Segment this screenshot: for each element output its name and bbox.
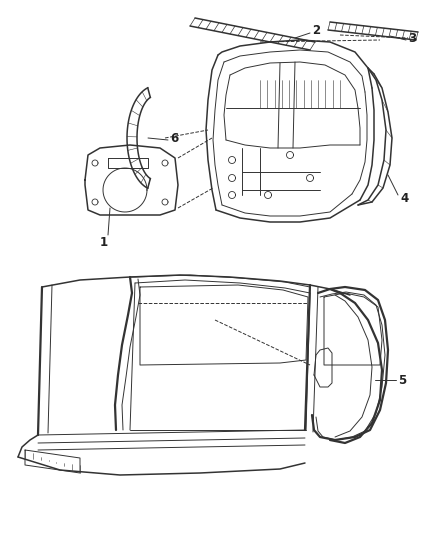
Text: 6: 6 [170, 132, 178, 144]
Text: 2: 2 [312, 23, 320, 36]
Text: 4: 4 [400, 191, 408, 205]
Text: 3: 3 [408, 31, 416, 44]
Text: 1: 1 [100, 236, 108, 248]
Text: 5: 5 [398, 374, 406, 386]
